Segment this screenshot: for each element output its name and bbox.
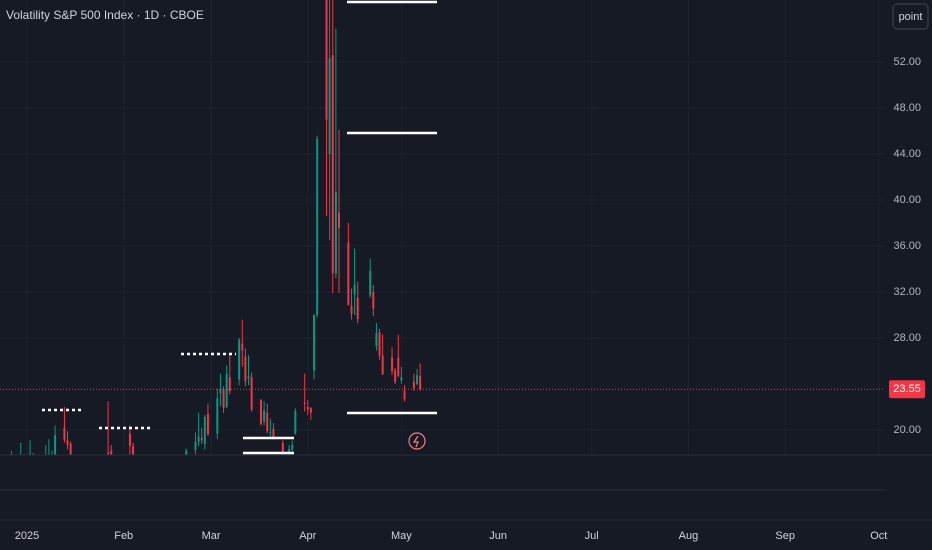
y-tick-label: 52.00 [893,56,921,68]
y-tick-label: 44.00 [893,148,921,160]
candle-body [250,377,253,410]
candle-body [69,443,72,455]
x-tick-label: Oct [870,530,887,542]
candle-body [294,411,297,434]
candle-body [316,138,319,316]
x-tick-label: 2025 [15,530,39,542]
y-tick-label: 28.00 [893,332,921,344]
candle-body [259,400,262,425]
y-tick-label: 32.00 [893,286,921,298]
drawings [42,0,437,455]
candle-body [66,440,69,445]
candle-body [216,398,219,434]
candle-body [281,442,284,455]
event-icon[interactable] [408,432,426,450]
candle-body [306,407,309,410]
candle-body [403,390,406,400]
candle-body [415,375,418,385]
candle-body [185,450,188,455]
candle-body [54,435,57,455]
candle-body [197,436,200,442]
candle-body [194,441,197,450]
candle-body [328,58,331,155]
candle-body [419,375,422,390]
x-tick-label: Mar [202,530,221,542]
candle-body [369,271,372,296]
candle-body [325,0,328,120]
candle-body [356,297,359,320]
candle-body [400,377,403,381]
candle-body [381,355,384,375]
candle-body [225,374,228,408]
candle-body [272,428,275,439]
candle-body [107,453,110,455]
candle-body [378,332,381,356]
candle-body [372,292,375,309]
y-tick-label: 40.00 [893,194,921,206]
candle-body [412,381,415,389]
candle-body [200,438,203,441]
x-tick-label: Sep [775,530,795,542]
candle-body [334,191,337,274]
candle-body [266,412,269,432]
candle-body [331,55,334,274]
last-price-label: 23.55 [893,383,921,395]
candle-body [375,332,378,347]
candle-body [353,284,356,295]
candle-body [128,433,131,446]
candles [10,0,422,455]
x-tick-label: Apr [299,530,316,542]
candle-body [350,305,353,314]
candle-body [29,453,32,455]
event-icon-bolt [412,435,419,448]
x-tick-label: Jul [585,530,599,542]
candle-body [206,413,209,435]
candle-body [222,389,225,408]
last-price-box [889,380,925,399]
candle-body [303,402,306,404]
candle-body [347,242,350,305]
candle-body [219,389,222,394]
y-tick-label: 48.00 [893,102,921,114]
candle-body [241,343,244,351]
y-tick-label: 20.00 [893,424,921,436]
candle-body [397,357,400,376]
point-button[interactable] [892,3,929,30]
candle-body [337,212,340,229]
candle-body [228,377,231,392]
candle-body [110,450,113,455]
candle-body [238,339,241,380]
candle-body [313,314,316,371]
chart-title: Volatility S&P 500 Index · 1D · CBOE [6,8,204,22]
candle-body [394,370,397,383]
x-tick-label: May [391,530,412,542]
x-tick-label: Aug [679,530,699,542]
candle-body [291,445,294,450]
candle-body [247,376,250,379]
candle-body [269,432,272,434]
x-tick-label: Jun [489,530,507,542]
candle-body [63,427,66,440]
grid [0,0,885,455]
y-tick-label: 36.00 [893,240,921,252]
candle-body [263,410,266,422]
candle-body [132,446,135,455]
candle-body [309,408,312,413]
candle-body [244,356,247,382]
x-tick-label: Feb [114,530,133,542]
candle-body [203,417,206,444]
point-button-label[interactable]: point [899,11,923,23]
candle-body [391,357,394,371]
